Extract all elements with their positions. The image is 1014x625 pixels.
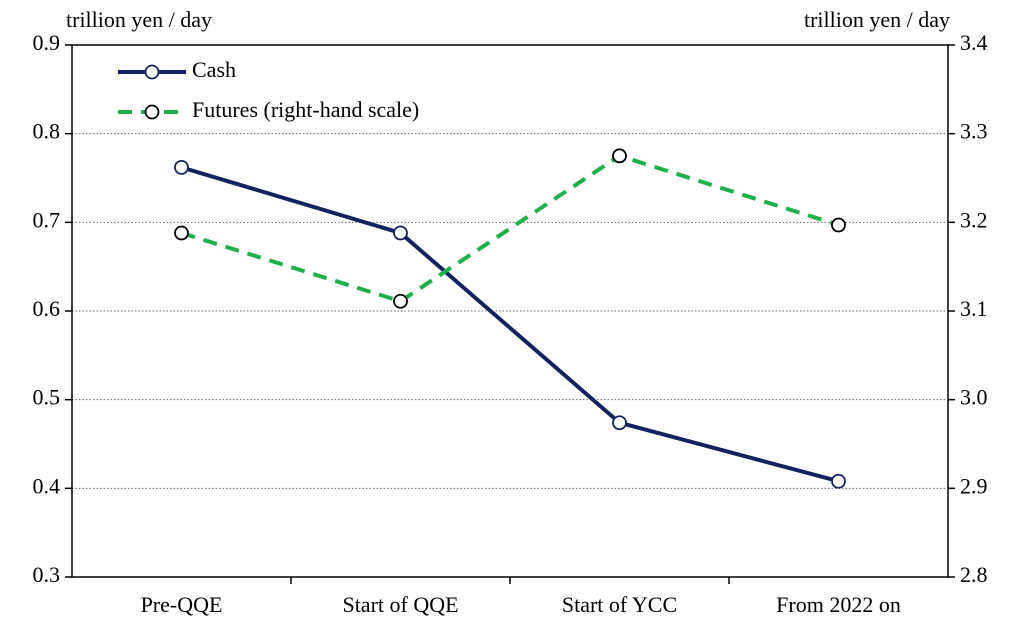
y2-tick-label: 3.2 (960, 207, 988, 232)
y-axis-label: trillion yen / day (66, 7, 212, 32)
x-tick-label: From 2022 on (776, 592, 901, 617)
marker (831, 217, 846, 233)
legend-marker (144, 64, 160, 80)
y-tick-label: 0.6 (33, 296, 61, 321)
x-tick-label: Start of QQE (342, 592, 458, 617)
x-tick-label: Start of YCC (562, 592, 677, 617)
marker (831, 473, 846, 489)
y2-tick-label: 3.3 (960, 119, 988, 144)
y2-tick-label: 2.9 (960, 473, 988, 498)
y-tick-label: 0.4 (33, 473, 61, 498)
marker (612, 148, 627, 164)
y-tick-label: 0.3 (33, 562, 61, 587)
marker (174, 159, 189, 175)
y2-tick-label: 3.0 (960, 385, 988, 410)
y-tick-label: 0.7 (33, 207, 61, 232)
y-tick-label: 0.9 (33, 30, 61, 55)
y2-tick-label: 3.4 (960, 30, 988, 55)
legend-label: Futures (right-hand scale) (192, 97, 419, 122)
legend-label: Cash (192, 57, 236, 82)
series-line (180, 165, 840, 484)
y2-axis-label: trillion yen / day (804, 7, 950, 32)
y-tick-label: 0.8 (33, 119, 61, 144)
marker (393, 225, 408, 241)
legend-marker (144, 104, 160, 120)
y-tick-label: 0.5 (33, 385, 61, 410)
marker (174, 225, 189, 241)
y2-tick-label: 3.1 (960, 296, 988, 321)
y2-tick-label: 2.8 (960, 562, 988, 587)
series-line (180, 153, 840, 304)
marker (612, 415, 627, 431)
marker (393, 293, 408, 309)
x-tick-label: Pre-QQE (141, 592, 223, 617)
